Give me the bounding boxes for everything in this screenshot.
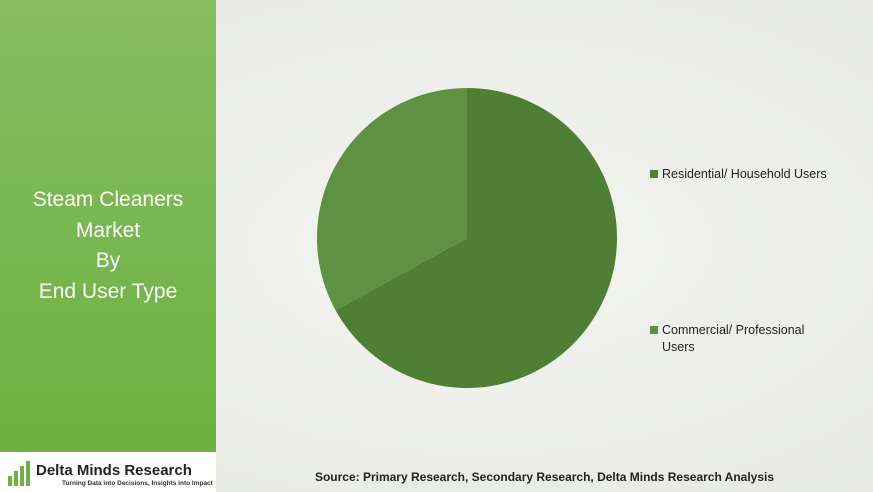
chart-title: Steam Cleaners Market By End User Type <box>0 185 216 307</box>
logo-name: Delta Minds Research <box>36 462 192 479</box>
title-line: Steam Cleaners <box>32 188 184 211</box>
legend-label: Commercial/ Professional Users <box>662 323 805 354</box>
logo: Delta Minds Research Turning Data into D… <box>0 452 216 492</box>
legend-swatch <box>650 326 658 334</box>
title-line: By <box>95 249 121 272</box>
logo-tagline: Turning Data into Decisions, Insights in… <box>62 480 213 487</box>
legend-entry: Commercial/ Professional Users <box>650 322 830 356</box>
source-note: Source: Primary Research, Secondary Rese… <box>314 470 775 484</box>
legend-entry: Residential/ Household Users <box>650 166 830 183</box>
title-line: Market <box>75 218 141 242</box>
pie-slice <box>317 87 467 311</box>
pie-slice <box>335 88 617 389</box>
legend-swatch <box>650 170 658 178</box>
title-line: End User Type <box>38 279 178 303</box>
logo-icon <box>8 461 30 486</box>
legend-label: Residential/ Household Users <box>662 167 827 181</box>
side-panel: Steam Cleaners Market By End User Type <box>0 0 216 452</box>
